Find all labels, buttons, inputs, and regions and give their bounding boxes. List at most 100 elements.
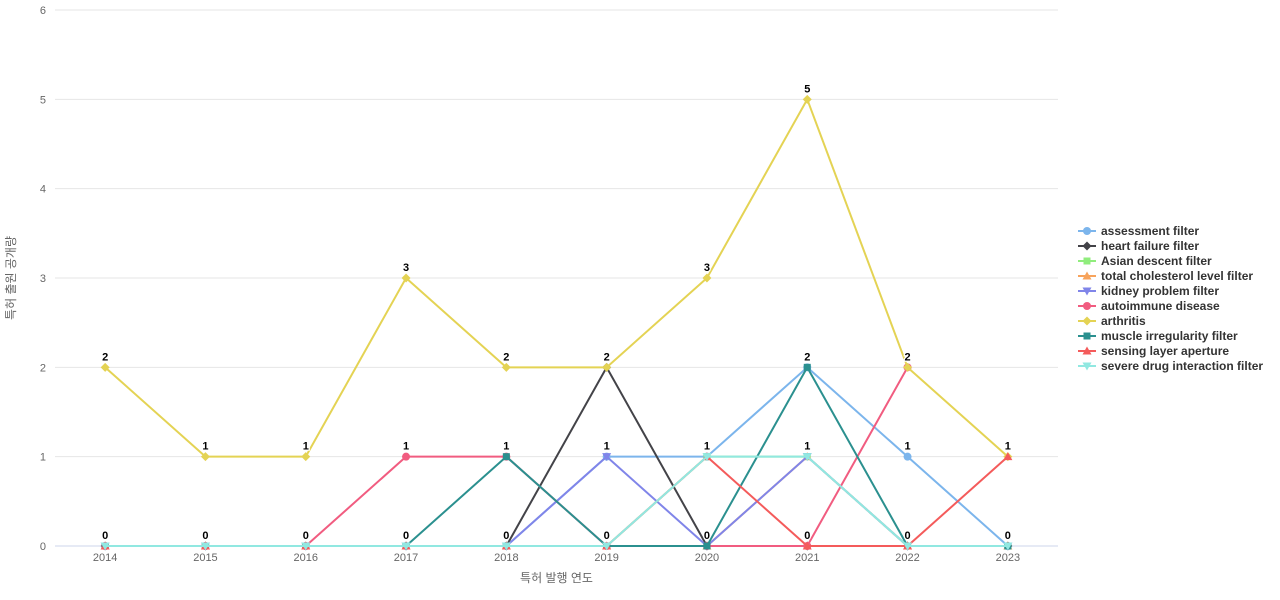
data-point-marker	[1083, 332, 1091, 339]
data-point-marker	[802, 453, 812, 462]
data-point-label: 3	[403, 262, 409, 274]
data-point-label: 2	[604, 351, 610, 363]
legend-item-severe-drug-interaction-filter[interactable]: severe drug interaction filter	[1078, 358, 1263, 373]
x-axis-tick-label: 2015	[193, 552, 217, 564]
data-point-marker	[602, 453, 612, 462]
legend-item-sensing-layer-aperture[interactable]: sensing layer aperture	[1078, 343, 1263, 358]
data-point-marker	[100, 542, 110, 551]
legend-item-assessment-filter[interactable]: assessment filter	[1078, 223, 1263, 238]
data-point-marker	[1082, 316, 1092, 325]
data-point-marker	[1082, 271, 1092, 279]
legend-item-kidney-problem-filter[interactable]: kidney problem filter	[1078, 283, 1263, 298]
x-axis-tick-label: 2023	[996, 552, 1020, 564]
data-point-marker	[501, 542, 511, 551]
data-point-marker	[1003, 452, 1013, 461]
data-point-marker	[501, 362, 511, 372]
data-point-marker	[903, 542, 913, 551]
legend-item-muscle-irregularity-filter[interactable]: muscle irregularity filter	[1078, 328, 1263, 343]
x-axis-tick-label: 2017	[394, 552, 418, 564]
x-axis-tick-label: 2019	[594, 552, 618, 564]
data-point-marker	[402, 452, 411, 461]
data-point-label: 1	[1005, 441, 1011, 453]
legend-marker-icon	[1078, 316, 1096, 325]
data-point-marker	[1082, 287, 1092, 295]
legend-label: Asian descent filter	[1101, 253, 1212, 268]
data-point-marker	[1083, 226, 1091, 235]
data-point-label: 2	[904, 351, 910, 363]
data-point-label: 1	[403, 441, 409, 453]
y-axis-title: 특허 출원 공개량	[4, 236, 18, 320]
legend-marker-icon	[1078, 241, 1096, 250]
x-axis-tick-label: 2018	[494, 552, 518, 564]
legend-item-heart-failure-filter[interactable]: heart failure filter	[1078, 238, 1263, 253]
legend-marker-icon	[1078, 332, 1096, 339]
x-axis-tick-label: 2014	[93, 552, 117, 564]
data-point-marker	[803, 363, 811, 371]
data-point-label: 1	[503, 441, 509, 453]
data-point-label: 0	[202, 530, 208, 542]
data-point-label: 1	[704, 441, 710, 453]
legend-marker-icon	[1078, 362, 1096, 370]
data-point-label: 1	[904, 441, 910, 453]
data-point-label: 1	[303, 441, 309, 453]
data-point-label: 2	[503, 351, 509, 363]
data-point-marker	[502, 453, 510, 461]
y-axis-tick-label: 1	[40, 452, 46, 464]
legend-item-asian-descent-filter[interactable]: Asian descent filter	[1078, 253, 1263, 268]
x-axis-tick-label: 2021	[795, 552, 819, 564]
legend-label: severe drug interaction filter	[1101, 358, 1264, 373]
data-point-label: 0	[303, 530, 309, 542]
data-point-marker	[401, 273, 411, 283]
y-axis-tick-label: 5	[40, 94, 46, 106]
data-point-marker	[702, 273, 712, 283]
series-line-arthritis	[104, 98, 1009, 458]
data-point-label: 2	[804, 351, 810, 363]
data-point-label: 1	[202, 441, 208, 453]
data-point-marker	[802, 94, 812, 104]
data-point-marker	[1083, 257, 1091, 264]
data-point-label: 1	[804, 441, 810, 453]
data-point-marker	[1082, 346, 1092, 354]
legend-marker-icon	[1078, 287, 1096, 295]
data-point-marker	[301, 452, 311, 462]
data-point-marker	[802, 541, 812, 550]
legend-item-total-cholesterol-level-filter[interactable]: total cholesterol level filter	[1078, 268, 1263, 283]
data-point-marker	[703, 542, 711, 550]
data-point-label: 0	[1005, 530, 1011, 542]
legend-label: sensing layer aperture	[1101, 343, 1230, 358]
data-point-marker	[903, 362, 913, 372]
legend-label: kidney problem filter	[1101, 283, 1220, 298]
data-point-marker	[401, 542, 411, 551]
x-axis-tick-label: 2022	[895, 552, 919, 564]
data-point-label: 0	[102, 530, 108, 542]
legend-label: heart failure filter	[1101, 238, 1200, 253]
y-axis-tick-label: 4	[40, 184, 46, 196]
data-point-label: 5	[804, 83, 810, 95]
legend-marker-icon	[1078, 301, 1096, 310]
data-point-marker	[702, 453, 712, 462]
legend-item-autoimmune-disease[interactable]: autoimmune disease	[1078, 298, 1263, 313]
data-point-marker	[903, 452, 912, 461]
y-axis-tick-label: 2	[40, 362, 46, 374]
legend-label: muscle irregularity filter	[1101, 328, 1238, 343]
data-point-marker	[1082, 241, 1092, 250]
legend: assessment filter heart failure filter A…	[1078, 223, 1263, 373]
data-point-marker	[1083, 301, 1091, 310]
y-axis-tick-label: 0	[40, 541, 46, 553]
data-point-label: 0	[403, 530, 409, 542]
legend-marker-icon	[1078, 271, 1096, 279]
data-point-marker	[100, 362, 110, 372]
data-point-marker	[301, 542, 311, 551]
data-point-label: 0	[704, 530, 710, 542]
data-point-marker	[1082, 362, 1092, 370]
legend-marker-icon	[1078, 226, 1096, 235]
x-axis-title: 특허 발행 연도	[520, 570, 593, 585]
legend-marker-icon	[1078, 257, 1096, 264]
data-point-label: 0	[503, 530, 509, 542]
data-point-label: 0	[604, 530, 610, 542]
legend-marker-icon	[1078, 346, 1096, 354]
legend-item-arthritis[interactable]: arthritis	[1078, 313, 1263, 328]
data-point-marker	[200, 452, 210, 462]
